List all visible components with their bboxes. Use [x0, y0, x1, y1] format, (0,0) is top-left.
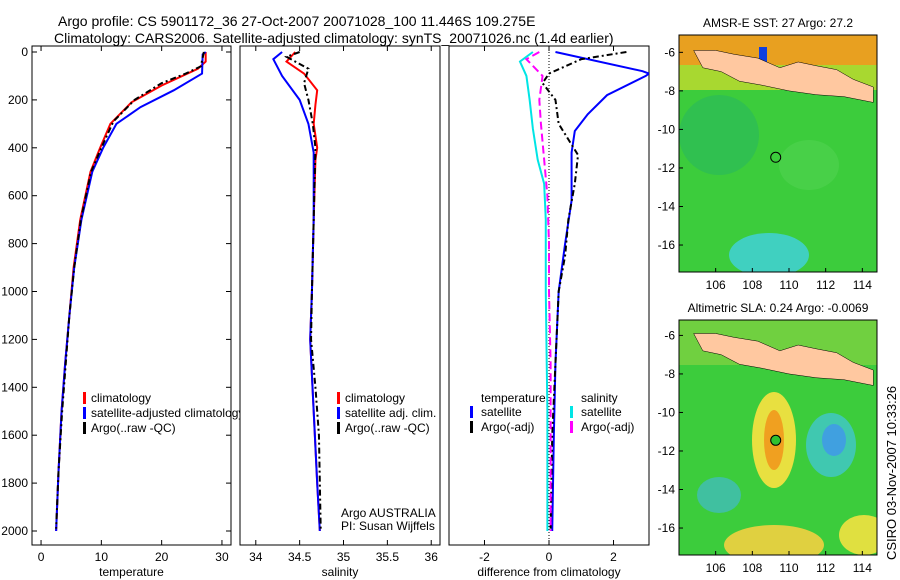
lat-tick-label: -10	[658, 405, 676, 419]
salinity-panel: 34 34.5 35 35.5 36 salinity climatologysatelli…	[239, 45, 441, 579]
x-tick-label: 35.5	[376, 550, 400, 564]
y-tick-label: 1200	[1, 332, 28, 346]
temperature-panel: 0 10 20 30 0 200 400 600 800 1000 1200 1400 1600 1800…	[1, 45, 244, 579]
title-line-1: Argo profile: CS 5901172_36 27-Oct-2007 …	[58, 13, 536, 29]
x-tick-label: 34.5	[288, 550, 312, 564]
legend-swatch	[470, 421, 473, 433]
legend-swatch	[83, 407, 86, 419]
sla-map-title: Altimetric SLA: 0.24 Argo: -0.0069	[688, 301, 869, 315]
x-tick-label: 2	[610, 550, 617, 564]
difference-x-axis-label: difference from climatology	[477, 565, 620, 579]
temperature-x-axis-label: temperature	[99, 565, 164, 579]
annotation-text: Argo AUSTRALIA	[341, 506, 436, 520]
y-tick-label: 1400	[1, 380, 28, 394]
legend-title: temperature	[481, 391, 546, 405]
y-tick-label: 400	[8, 141, 28, 155]
lat-tick-label: -14	[658, 199, 676, 213]
y-tick-label: 1000	[1, 285, 28, 299]
lat-tick-label: -16	[658, 238, 676, 252]
series-line-argo-raw-qc-	[284, 51, 322, 529]
y-tick-label: 800	[8, 237, 28, 251]
lat-tick-label: -16	[658, 521, 676, 535]
legend-label: satellite-adjusted climatology	[91, 406, 244, 420]
lat-tick-label: -6	[664, 45, 675, 59]
series-line-salinity-argo-adj-	[524, 51, 552, 531]
lat-tick-label: -12	[658, 444, 676, 458]
x-tick-label: 0	[38, 550, 45, 564]
series-line-satellite-adjusted-climatology	[55, 51, 207, 532]
float-position-marker	[770, 434, 782, 446]
sst-map: AMSR-E SST: 27 Argo: 27.2 106 108 110 112 114…	[658, 16, 878, 292]
sla-field	[679, 320, 877, 555]
x-tick-label: 10	[95, 550, 109, 564]
lon-tick-label: 110	[779, 278, 798, 292]
java-landmass	[693, 333, 874, 386]
y-tick-label: 1800	[1, 476, 28, 490]
lat-tick-label: -10	[658, 122, 676, 136]
lon-tick-label: 110	[779, 561, 798, 575]
series-line-temperature-satellite	[551, 51, 649, 532]
sst-map-title: AMSR-E SST: 27 Argo: 27.2	[703, 16, 853, 30]
y-tick-label: 0	[21, 45, 28, 59]
x-tick-label: 20	[155, 550, 169, 564]
series-line-salinity-satellite	[518, 51, 549, 531]
legend-label: Argo(-adj)	[581, 420, 634, 434]
legend-label: satellite adj. clim.	[345, 406, 436, 420]
legend-label: Argo(..raw -QC)	[91, 421, 176, 435]
legend-swatch	[337, 422, 340, 434]
legend-swatch	[337, 392, 340, 404]
x-tick-label: 0	[546, 550, 553, 564]
lon-tick-label: 108	[742, 561, 762, 575]
legend-label: Argo(-adj)	[481, 420, 534, 434]
sst-field	[679, 35, 877, 272]
legend-label: climatology	[345, 391, 405, 405]
java-landmass	[693, 50, 874, 103]
title-line-2: Climatology: CARS2006. Satellite-adjuste…	[54, 30, 614, 46]
lon-tick-label: 114	[853, 561, 872, 575]
legend-label: satellite	[481, 405, 522, 419]
x-tick-label: 35	[337, 550, 351, 564]
legend-title: salinity	[581, 391, 618, 405]
x-tick-label: -2	[479, 550, 490, 564]
legend-label: climatology	[91, 391, 151, 405]
lon-tick-label: 106	[706, 561, 726, 575]
x-tick-label: 34	[249, 550, 263, 564]
legend-swatch	[337, 407, 340, 419]
y-tick-label: 200	[8, 93, 28, 107]
legend-swatch	[570, 421, 573, 433]
legend-swatch	[83, 392, 86, 404]
lon-tick-label: 114	[853, 278, 872, 292]
x-tick-label: 36	[425, 550, 439, 564]
salinity-axes-box	[239, 45, 441, 546]
lat-tick-label: -8	[664, 367, 675, 381]
legend-label: satellite	[581, 405, 622, 419]
salinity-x-axis-label: salinity	[322, 565, 359, 579]
legend-label: Argo(..raw -QC)	[345, 421, 430, 435]
legend-swatch	[570, 406, 573, 418]
lon-tick-label: 108	[742, 278, 762, 292]
legend-swatch	[83, 422, 86, 434]
lat-tick-label: -8	[664, 84, 675, 98]
lon-tick-label: 112	[816, 561, 835, 575]
y-tick-label: 2000	[1, 524, 28, 538]
lon-tick-label: 112	[816, 278, 835, 292]
y-tick-label: 600	[8, 189, 28, 203]
lon-tick-label: 106	[706, 278, 726, 292]
lat-tick-label: -6	[664, 328, 675, 342]
sst-map-frame	[678, 34, 878, 273]
lat-tick-label: -14	[658, 483, 676, 497]
sla-map: Altimetric SLA: 0.24 Argo: -0.0069 106 108…	[658, 301, 878, 575]
annotation-text: PI: Susan Wijffels	[341, 519, 435, 533]
y-tick-label: 1600	[1, 428, 28, 442]
temperature-axes-box	[31, 45, 232, 546]
float-position-marker	[770, 151, 782, 163]
lat-tick-label: -12	[658, 161, 676, 175]
sla-map-frame	[678, 319, 878, 556]
legend-swatch	[470, 406, 473, 418]
x-tick-label: 30	[215, 550, 229, 564]
